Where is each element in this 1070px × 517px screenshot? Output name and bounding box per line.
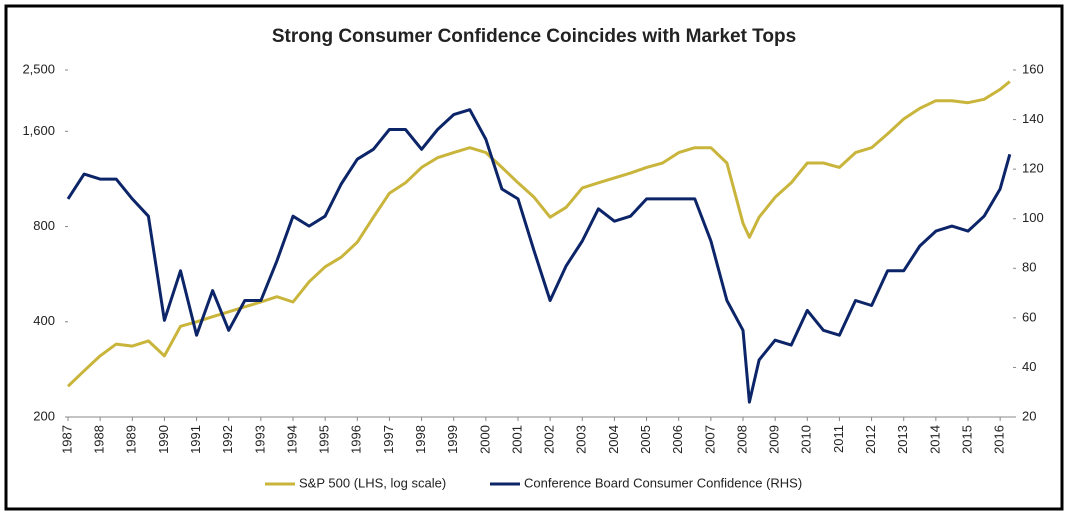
chart-title: Strong Consumer Confidence Coincides wit… — [272, 26, 796, 47]
y2-tick-label: 100 — [1022, 210, 1044, 225]
x-tick-label: 1993 — [252, 425, 267, 454]
x-tick-label: 2014 — [927, 425, 942, 454]
x-tick-label: 1987 — [59, 425, 74, 454]
x-tick-label: 1997 — [381, 425, 396, 454]
x-tick-label: 1995 — [317, 425, 332, 454]
series-line — [66, 108, 1012, 404]
y2-tick-label: 20 — [1022, 408, 1036, 423]
y2-tick-label: 140 — [1022, 111, 1044, 126]
x-tick-label: 1989 — [124, 425, 139, 454]
x-tick-label: 2013 — [895, 425, 910, 454]
x-tick-label: 2016 — [992, 425, 1007, 454]
y-tick-label: 1,600 — [22, 123, 55, 138]
legend-label: S&P 500 (LHS, log scale) — [299, 475, 446, 490]
y2-tick-label: 80 — [1022, 260, 1036, 275]
x-tick-label: 2015 — [959, 425, 974, 454]
y-tick-label: 800 — [33, 218, 55, 233]
x-tick-label: 2001 — [509, 425, 524, 454]
y-tick-label: 200 — [33, 408, 55, 423]
x-tick-label: 2005 — [638, 425, 653, 454]
legend-label: Conference Board Consumer Confidence (RH… — [524, 475, 802, 490]
x-tick-label: 2006 — [670, 425, 685, 454]
x-tick-label: 1999 — [445, 425, 460, 454]
x-tick-label: 2009 — [767, 425, 782, 454]
x-tick-label: 2002 — [542, 425, 557, 454]
x-tick-label: 2012 — [863, 425, 878, 454]
y2-tick-label: 60 — [1022, 309, 1036, 324]
x-tick-label: 1994 — [284, 425, 299, 454]
y2-tick-label: 40 — [1022, 359, 1036, 374]
x-tick-label: 2011 — [831, 425, 846, 453]
y2-tick-label: 120 — [1022, 161, 1044, 176]
x-tick-label: 1998 — [413, 425, 428, 454]
series-line — [66, 80, 1011, 388]
x-tick-label: 2008 — [734, 425, 749, 454]
x-tick-label: 2003 — [574, 425, 589, 454]
y-tick-label: 2,500 — [22, 61, 55, 76]
x-tick-label: 2007 — [702, 425, 717, 454]
x-tick-label: 1988 — [92, 425, 107, 454]
x-tick-label: 1990 — [156, 425, 171, 454]
x-tick-label: 2010 — [799, 425, 814, 454]
frame — [4, 4, 1064, 511]
x-tick-label: 2004 — [606, 425, 621, 454]
x-tick-label: 1996 — [349, 425, 364, 454]
x-tick-label: 2000 — [477, 425, 492, 454]
y2-tick-label: 160 — [1022, 61, 1044, 76]
x-tick-label: 1992 — [220, 425, 235, 454]
y-tick-label: 400 — [33, 313, 55, 328]
x-tick-label: 1991 — [188, 425, 203, 454]
